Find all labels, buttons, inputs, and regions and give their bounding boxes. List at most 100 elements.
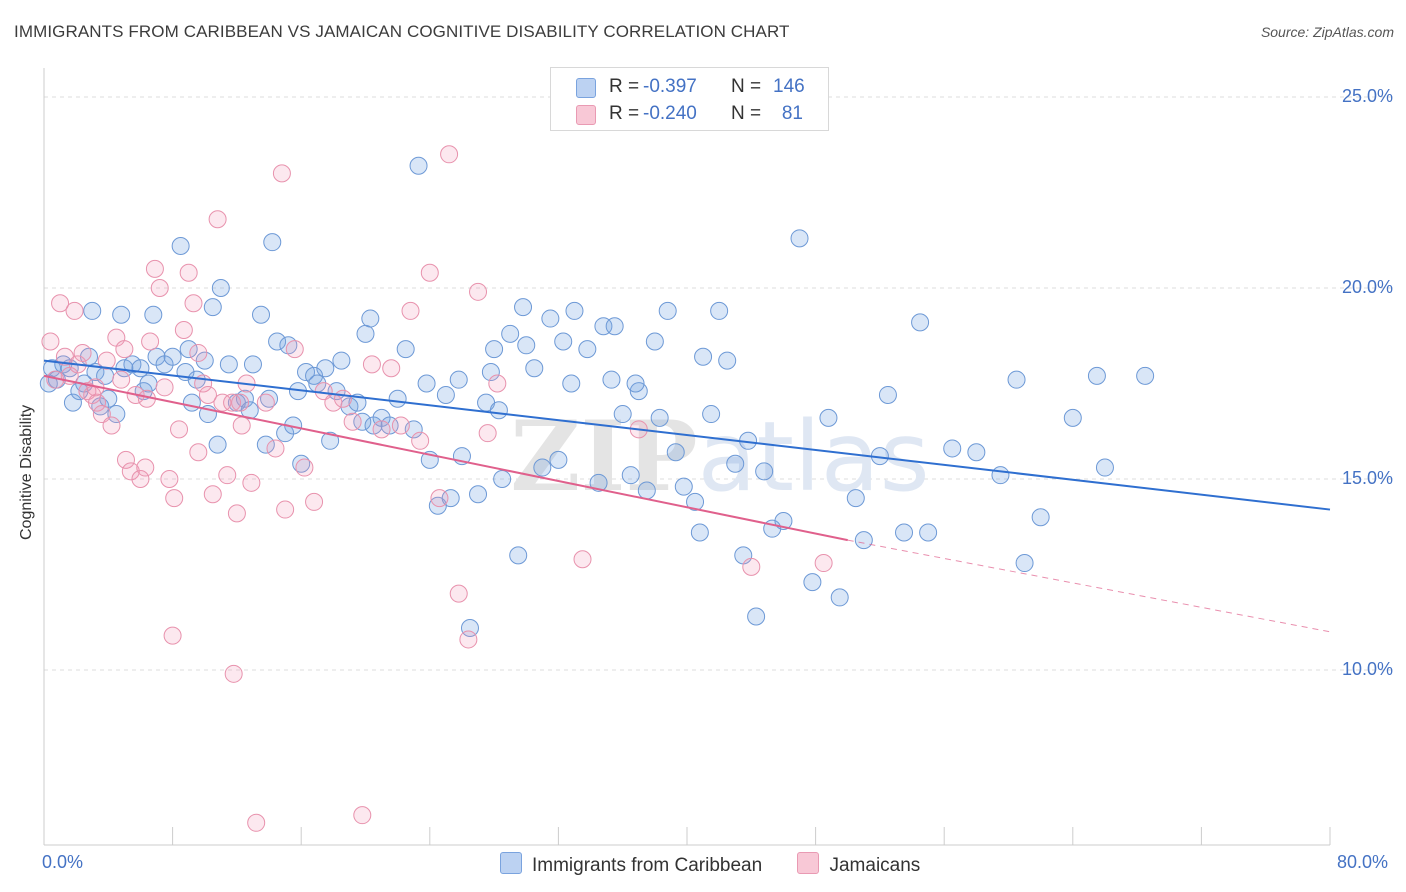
point-caribbean [208,435,227,454]
point-jamaicans [115,340,134,359]
point-jamaicans [160,470,179,488]
point-jamaicans [430,489,449,508]
point-caribbean [1136,366,1155,385]
point-jamaicans [449,584,468,603]
point-jamaicans [131,470,150,488]
point-caribbean [854,531,873,550]
point-jamaicans [469,282,488,301]
point-caribbean [658,301,677,320]
point-jamaicans [742,557,761,576]
point-caribbean [356,324,375,343]
point-caribbean [1095,458,1114,477]
series-legend: Immigrants from Caribbean Jamaicans [500,852,950,877]
point-jamaicans [333,389,352,408]
trend-line-caribbean [43,359,1331,511]
point-caribbean [1015,554,1034,573]
point-jamaicans [112,370,131,389]
point-caribbean [755,462,774,481]
point-caribbean [690,523,709,542]
point-caribbean [509,546,528,565]
point-jamaicans [362,355,381,374]
y-tick-label-1: 15.0% [1341,468,1393,488]
point-jamaicans [41,332,60,351]
point-caribbean [911,313,930,332]
point-jamaicans [814,554,833,573]
n-value-jamaicans: 81 [781,103,803,124]
swatch-caribbean [500,852,522,874]
legend-row-jamaicans: R = -0.240 N = 81 [551,100,828,128]
x-tick-max: 80.0% [1337,852,1389,872]
point-caribbean [63,393,82,412]
chart-title: IMMIGRANTS FROM CARIBBEAN VS JAMAICAN CO… [14,22,790,41]
point-caribbean [525,359,544,378]
point-caribbean [666,443,685,462]
point-jamaicans [65,301,84,320]
correlation-legend: R = -0.397 N = 146 R = -0.240 N = 81 [550,67,829,131]
swatch-caribbean [576,78,596,98]
point-jamaicans [179,263,198,282]
point-caribbean [396,340,415,359]
point-caribbean [578,340,597,359]
point-jamaicans [141,332,160,351]
point-caribbean [460,618,479,637]
point-caribbean [332,351,351,370]
point-caribbean [211,279,230,297]
point-caribbean [449,370,468,389]
point-caribbean [1031,508,1050,527]
point-caribbean [493,470,512,488]
point-jamaicans [218,466,237,485]
point-caribbean [409,156,428,175]
point-caribbean [541,309,560,328]
point-jamaicans [276,500,295,519]
point-jamaicans [295,458,314,477]
point-jamaicans [213,393,232,412]
point-caribbean [554,332,573,351]
point-caribbean [726,454,745,473]
point-caribbean [645,332,664,351]
point-jamaicans [256,393,275,412]
point-jamaicans [97,351,116,370]
point-jamaicans [231,393,250,412]
point-jamaicans [165,489,184,508]
trend-lines [43,359,1331,633]
point-caribbean [243,355,262,374]
point-caribbean [182,393,201,412]
point-jamaicans [116,450,135,469]
point-caribbean [361,309,380,328]
point-caribbean [1087,366,1106,385]
swatch-jamaicans [797,852,820,874]
point-jamaicans [401,301,420,320]
point-caribbean [895,523,914,542]
point-caribbean [417,374,436,393]
r-label: R = [609,103,640,124]
point-caribbean [321,431,340,450]
point-caribbean [203,298,222,317]
point-jamaicans [227,504,246,523]
point-caribbean [517,336,536,355]
point-caribbean [878,385,897,404]
point-jamaicans [163,626,182,645]
n-label: N = [731,103,762,124]
point-caribbean [943,439,962,458]
series-caribbean-points [39,156,1155,637]
point-caribbean [514,298,533,317]
r-value-jamaicans: -0.240 [643,103,697,124]
point-jamaicans [88,393,107,412]
point-caribbean [686,492,705,511]
point-caribbean [819,408,838,427]
point-caribbean [489,401,508,420]
x-tick-min: 0.0% [42,852,84,872]
point-caribbean [621,466,640,485]
point-jamaicans [208,210,227,229]
axes [43,68,1331,846]
point-caribbean [846,489,865,508]
point-caribbean [252,305,271,324]
point-caribbean [144,305,163,324]
point-caribbean [131,359,150,378]
point-jamaicans [189,343,208,362]
point-caribbean [388,389,407,408]
n-label: N = [731,76,762,97]
y-tick-label-0: 10.0% [1341,659,1393,679]
point-caribbean [481,363,500,382]
